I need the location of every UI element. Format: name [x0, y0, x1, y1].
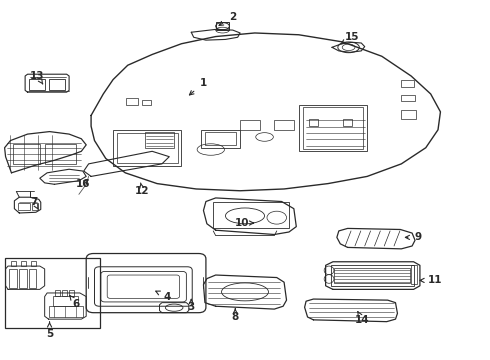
- Bar: [21, 261, 26, 266]
- Bar: [19, 269, 26, 288]
- Text: 15: 15: [342, 32, 360, 44]
- Bar: [29, 79, 45, 90]
- Bar: [201, 130, 240, 148]
- Bar: [299, 105, 367, 151]
- Bar: [49, 79, 65, 90]
- Bar: [401, 80, 414, 87]
- Bar: [303, 107, 363, 149]
- Text: 3: 3: [188, 299, 195, 312]
- Bar: [216, 22, 229, 30]
- Bar: [31, 261, 36, 266]
- Text: 1: 1: [190, 78, 207, 95]
- Bar: [18, 203, 30, 211]
- Bar: [343, 119, 352, 126]
- Text: 11: 11: [420, 275, 443, 285]
- Bar: [9, 269, 17, 288]
- Bar: [117, 133, 177, 163]
- Text: 13: 13: [30, 71, 45, 84]
- Text: 2: 2: [219, 12, 236, 26]
- Bar: [126, 98, 139, 105]
- Bar: [274, 120, 294, 130]
- Bar: [55, 290, 60, 296]
- Bar: [334, 267, 410, 283]
- Text: 5: 5: [46, 322, 53, 339]
- Bar: [69, 290, 74, 296]
- Bar: [32, 203, 38, 211]
- Bar: [62, 290, 67, 296]
- Bar: [13, 144, 40, 164]
- Bar: [45, 144, 76, 164]
- Bar: [29, 269, 36, 288]
- Text: 6: 6: [70, 296, 80, 309]
- Bar: [401, 95, 415, 101]
- Bar: [240, 120, 260, 130]
- Bar: [53, 296, 78, 306]
- Bar: [401, 111, 416, 119]
- Bar: [309, 119, 318, 126]
- Text: 12: 12: [135, 183, 149, 196]
- Text: 8: 8: [232, 309, 239, 322]
- Bar: [113, 130, 181, 166]
- Text: 14: 14: [355, 312, 369, 325]
- Text: 9: 9: [405, 232, 422, 242]
- Text: 7: 7: [30, 197, 38, 210]
- Bar: [213, 202, 289, 228]
- Bar: [4, 258, 100, 328]
- Bar: [143, 100, 151, 105]
- Bar: [11, 261, 16, 266]
- Bar: [331, 265, 414, 286]
- Text: 4: 4: [156, 291, 171, 302]
- Bar: [205, 132, 236, 145]
- Text: 16: 16: [75, 179, 90, 189]
- Bar: [49, 306, 83, 317]
- Bar: [145, 132, 174, 148]
- Bar: [411, 265, 417, 284]
- Text: 10: 10: [235, 218, 253, 228]
